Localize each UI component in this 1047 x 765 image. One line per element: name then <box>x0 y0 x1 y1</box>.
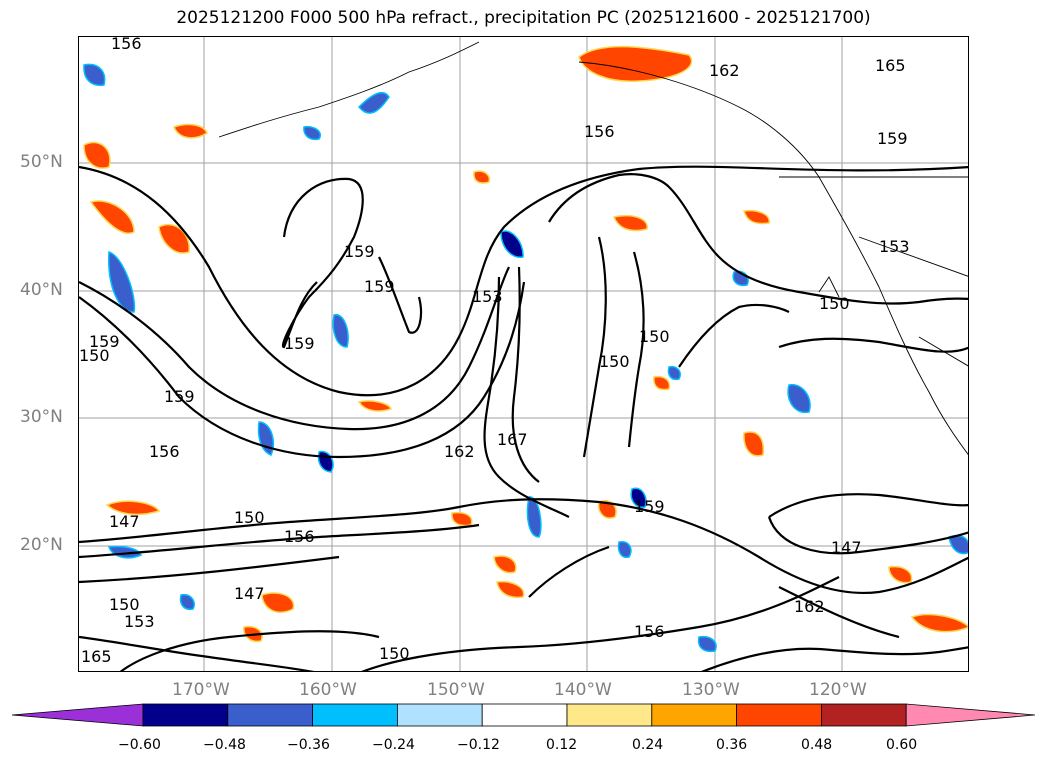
contour-label: 162 <box>444 442 475 461</box>
colorbar-cell <box>651 703 737 727</box>
contour-label: 165 <box>81 647 112 666</box>
contour-label: 147 <box>831 538 862 557</box>
colorbar-cell <box>481 703 568 727</box>
lon-label: 120°W <box>809 680 867 700</box>
contour-label: 150 <box>234 508 265 527</box>
contour-label: 150 <box>599 352 630 371</box>
contour-label-group: 156 162 165 159 156 159 153 159 153 150 … <box>79 37 910 666</box>
colorbar-tick: −0.60 <box>118 737 161 753</box>
contour-label: 153 <box>472 287 503 306</box>
contour-label: 162 <box>709 61 740 80</box>
contour-label: 147 <box>234 584 265 603</box>
contour-label: 156 <box>149 442 180 461</box>
colorbar-extend-low <box>11 703 144 727</box>
colorbar-tick: 0.36 <box>716 737 748 753</box>
colorbar-cell <box>396 703 483 727</box>
contour-label: 150 <box>109 595 140 614</box>
lon-label: 130°W <box>682 680 740 700</box>
contour-label: 159 <box>89 332 120 351</box>
colorbar-cell <box>821 703 907 727</box>
colorbar-tick: 0.24 <box>632 737 664 753</box>
contour-label: 150 <box>639 327 670 346</box>
colorbar-tick: −0.12 <box>457 737 500 753</box>
contour-label: 159 <box>344 242 375 261</box>
contour-label: 167 <box>497 430 528 449</box>
colorbar-tick: −0.36 <box>287 737 330 753</box>
colorbar-tick: 0.12 <box>546 737 578 753</box>
colorbar-tick: 0.48 <box>801 737 833 753</box>
contour-label: 156 <box>111 37 142 53</box>
colorbar-cell <box>142 703 229 727</box>
colorbar-cell <box>736 703 822 727</box>
colorbar-tick: 0.60 <box>886 737 918 753</box>
contour-label: 156 <box>284 527 315 546</box>
map-title: 2025121200 F000 500 hPa refract., precip… <box>176 8 871 28</box>
contour-label: 159 <box>284 334 315 353</box>
lat-label: 20°N <box>20 535 63 555</box>
colorbar-cell <box>227 703 314 727</box>
lat-label: 30°N <box>20 407 63 427</box>
contour-label: 165 <box>875 56 906 75</box>
colorbar-cell <box>312 703 398 727</box>
contour-label: 150 <box>79 346 110 365</box>
graticule <box>79 37 968 671</box>
contour-label: 153 <box>879 237 910 256</box>
colorbar-cell <box>566 703 653 727</box>
contour-label: 162 <box>794 597 825 616</box>
contour-label: 156 <box>584 122 615 141</box>
precip-negative <box>83 63 968 653</box>
lon-label: 160°W <box>299 680 357 700</box>
colorbar-extend-high <box>905 703 1036 727</box>
contour-label: 147 <box>109 512 140 531</box>
contour-label: 156 <box>634 622 665 641</box>
coastlines <box>218 41 968 456</box>
precip-positive <box>83 45 968 643</box>
lat-label: 50°N <box>20 152 63 172</box>
contour-lines <box>79 165 968 671</box>
contour-label: 159 <box>364 277 395 296</box>
contour-label: 159 <box>634 497 665 516</box>
colorbar-tick: −0.24 <box>372 737 415 753</box>
contour-label: 150 <box>819 294 850 313</box>
colorbar <box>11 703 1036 727</box>
map-panel[interactable]: 156 162 165 159 156 159 153 159 153 150 … <box>78 36 969 672</box>
lat-label: 40°N <box>20 280 63 300</box>
map-canvas: 156 162 165 159 156 159 153 159 153 150 … <box>79 37 968 671</box>
contour-label: 159 <box>877 129 908 148</box>
lon-label: 140°W <box>554 680 612 700</box>
lon-label: 170°W <box>172 680 230 700</box>
contour-label: 153 <box>124 612 155 631</box>
contour-label: 159 <box>164 387 195 406</box>
lon-label: 150°W <box>427 680 485 700</box>
colorbar-tick: −0.48 <box>203 737 246 753</box>
contour-label: 150 <box>379 644 410 663</box>
